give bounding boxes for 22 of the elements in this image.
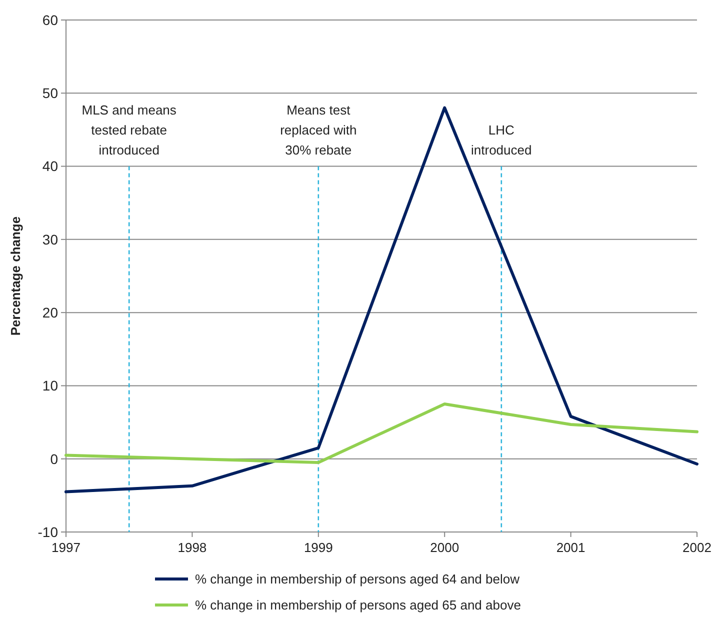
x-tick-label: 1998	[178, 540, 207, 555]
y-tick-label: -10	[38, 524, 58, 540]
x-tick-label: 1999	[304, 540, 333, 555]
y-tick-label: 0	[50, 450, 58, 467]
x-tick-label: 2002	[682, 540, 712, 555]
x-tick-label: 2001	[556, 540, 586, 555]
y-axis-title: Percentage change	[8, 216, 23, 336]
ref-line-label: Means test replaced with 30% rebate	[280, 102, 357, 158]
x-tick-label: 1997	[52, 540, 80, 555]
y-tick-label: 10	[42, 378, 58, 394]
y-tick-label: 20	[42, 304, 58, 320]
y-tick-label: 50	[42, 85, 58, 102]
legend-label: % change in membership of persons aged 64 and below	[195, 572, 520, 587]
legend-label: % change in membership of persons aged 65 and above	[195, 598, 521, 613]
x-tick-label: 2000	[430, 540, 460, 555]
line-series	[64, 106, 698, 494]
line-series	[64, 402, 698, 464]
y-tick-label: 40	[42, 158, 58, 174]
ref-line-label: LHC introduced	[471, 122, 532, 158]
ref-line-label: MLS and means tested rebate introduced	[82, 102, 177, 158]
y-tick-label: 30	[42, 231, 58, 248]
y-tick-label: 60	[42, 12, 58, 28]
